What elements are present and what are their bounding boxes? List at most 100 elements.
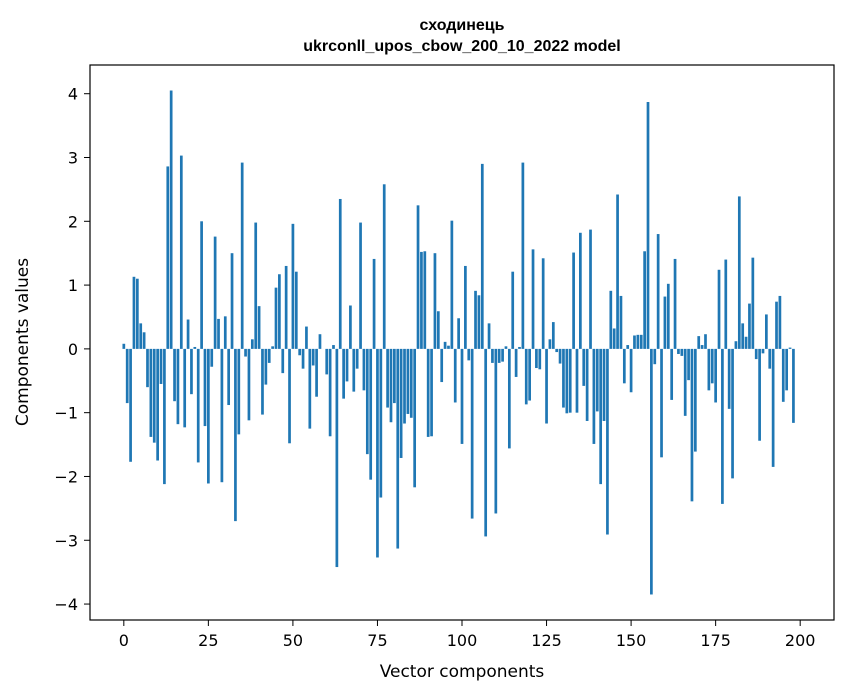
bar-96 <box>447 345 450 349</box>
bar-145 <box>612 328 616 349</box>
bar-141 <box>599 348 603 485</box>
bar-193 <box>775 301 778 349</box>
bar-119 <box>524 348 528 405</box>
bar-171 <box>700 345 704 349</box>
bar-10 <box>156 348 159 461</box>
bar-113 <box>504 346 508 349</box>
bar-136 <box>582 348 586 386</box>
bar-178 <box>724 259 728 349</box>
bar-107 <box>484 348 488 537</box>
bar-125 <box>545 348 548 424</box>
bar-66 <box>345 348 349 382</box>
bar-29 <box>220 348 224 483</box>
bar-183 <box>741 323 745 349</box>
bar-156 <box>650 348 653 595</box>
bar-44 <box>271 346 274 349</box>
bar-98 <box>453 348 457 403</box>
bar-41 <box>261 348 264 415</box>
bar-22 <box>196 348 200 463</box>
bar-191 <box>768 348 772 369</box>
x-tick-label-2: 50 <box>283 631 303 650</box>
bar-61 <box>328 348 332 437</box>
bar-102 <box>467 348 471 361</box>
bar-80 <box>393 348 396 404</box>
bar-6 <box>142 332 146 349</box>
bar-143 <box>606 348 609 535</box>
bar-157 <box>653 348 657 365</box>
bar-161 <box>666 283 670 349</box>
y-tick-label-8: 4 <box>68 85 78 104</box>
bar-82 <box>399 348 403 458</box>
bar-13 <box>166 166 170 349</box>
bar-108 <box>487 323 491 349</box>
x-tick-label-6: 150 <box>616 631 647 650</box>
bar-173 <box>707 348 711 391</box>
x-tick-label-1: 25 <box>198 631 218 650</box>
bar-26 <box>210 348 214 367</box>
bar-53 <box>301 348 305 369</box>
bar-60 <box>325 348 329 375</box>
x-tick-label-5: 125 <box>531 631 562 650</box>
bar-187 <box>754 348 758 360</box>
bar-105 <box>477 295 481 349</box>
bar-117 <box>518 346 521 349</box>
bar-147 <box>619 295 623 349</box>
y-tick-label-7: 3 <box>68 149 78 168</box>
chart-title: сходинець ukrconll_upos_cbow_200_10_2022… <box>303 17 620 55</box>
bar-85 <box>409 348 413 418</box>
bar-115 <box>511 271 515 349</box>
bar-168 <box>690 348 694 502</box>
bar-54 <box>305 326 308 349</box>
bar-174 <box>710 348 714 384</box>
bar-91 <box>430 348 433 437</box>
bar-49 <box>288 348 291 444</box>
bar-184 <box>744 336 748 349</box>
bar-123 <box>538 348 542 370</box>
bar-74 <box>372 258 376 349</box>
bar-76 <box>379 348 383 498</box>
bar-149 <box>626 345 630 349</box>
bar-159 <box>660 348 663 458</box>
bar-121 <box>531 249 535 349</box>
bar-127 <box>551 322 555 349</box>
bar-79 <box>389 348 393 423</box>
bar-57 <box>315 348 318 397</box>
bar-7 <box>146 348 149 388</box>
bar-42 <box>264 348 268 385</box>
bar-16 <box>176 348 180 425</box>
bar-133 <box>572 252 575 349</box>
bar-77 <box>382 184 386 349</box>
bar-101 <box>464 265 467 349</box>
chart-title-line-2: ukrconll_upos_cbow_200_10_2022 model <box>303 38 620 55</box>
bar-0 <box>122 343 126 349</box>
bar-195 <box>781 348 785 402</box>
bar-198 <box>792 348 795 423</box>
bar-43 <box>267 348 271 363</box>
bar-150 <box>629 348 633 393</box>
bar-15 <box>173 348 176 402</box>
bar-142 <box>602 348 606 421</box>
bar-126 <box>548 339 552 349</box>
x-axis-label: Vector components <box>380 662 545 682</box>
bar-154 <box>643 251 646 349</box>
bar-131 <box>565 348 569 414</box>
bar-152 <box>636 334 640 349</box>
bar-63 <box>335 348 339 568</box>
bar-110 <box>494 348 498 514</box>
bar-95 <box>443 341 447 349</box>
bar-112 <box>501 348 504 362</box>
bar-3 <box>132 276 136 349</box>
bar-88 <box>420 251 423 349</box>
bar-160 <box>663 296 667 349</box>
bar-120 <box>528 348 531 401</box>
bar-135 <box>579 232 582 349</box>
bar-68 <box>352 348 356 392</box>
bar-92 <box>433 253 437 349</box>
bar-109 <box>491 348 494 363</box>
bar-189 <box>761 348 765 354</box>
bar-18 <box>183 348 187 428</box>
bar-35 <box>240 162 244 349</box>
bar-1 <box>125 348 129 404</box>
y-tick-label-6: 2 <box>68 212 78 231</box>
bar-67 <box>349 305 352 349</box>
